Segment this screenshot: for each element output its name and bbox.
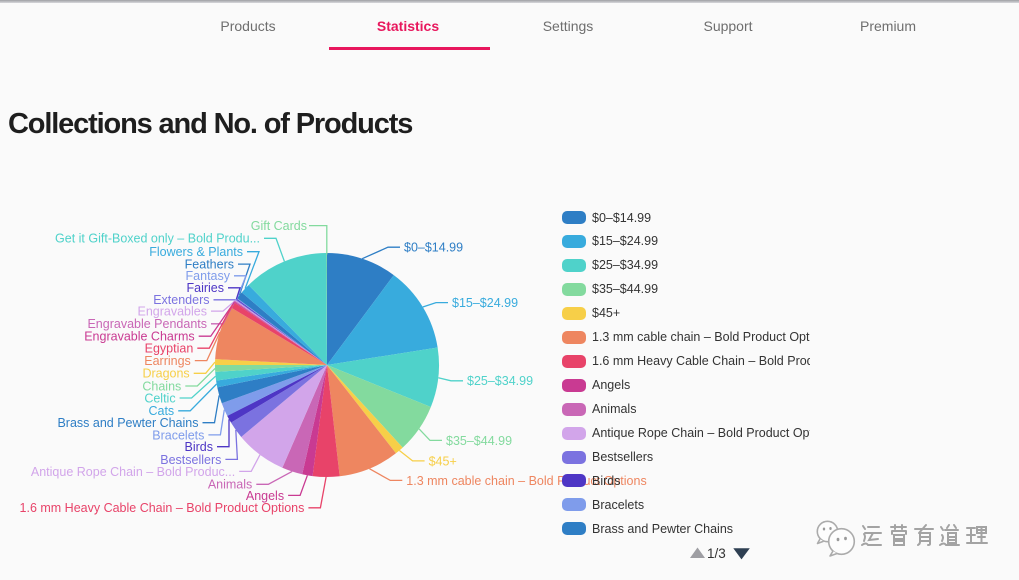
svg-text:$35–$44.99: $35–$44.99 bbox=[446, 434, 512, 448]
svg-text:Feathers: Feathers bbox=[185, 257, 234, 271]
svg-text:Brass and Pewter Chains: Brass and Pewter Chains bbox=[57, 416, 198, 430]
svg-text:Birds: Birds bbox=[185, 440, 213, 454]
svg-text:$15–$24.99: $15–$24.99 bbox=[452, 296, 518, 310]
svg-text:Engravables: Engravables bbox=[138, 304, 208, 318]
svg-text:$45+: $45+ bbox=[429, 454, 457, 468]
svg-text:1.3 mm cable chain – Bold Prod: 1.3 mm cable chain – Bold Product Option… bbox=[406, 474, 646, 488]
svg-text:Bestsellers: Bestsellers bbox=[160, 453, 221, 467]
svg-text:Dragons: Dragons bbox=[142, 367, 189, 381]
svg-text:Flowers & Plants: Flowers & Plants bbox=[149, 245, 243, 259]
svg-text:Get it Gift-Boxed only – Bold: Get it Gift-Boxed only – Bold Produ... bbox=[55, 232, 260, 246]
svg-text:Earrings: Earrings bbox=[144, 354, 191, 368]
svg-text:Extenders: Extenders bbox=[153, 293, 209, 307]
svg-text:Bracelets: Bracelets bbox=[152, 428, 204, 442]
svg-text:Celtic: Celtic bbox=[144, 391, 175, 405]
svg-text:Angels: Angels bbox=[246, 489, 284, 503]
svg-text:Chains: Chains bbox=[142, 379, 181, 393]
svg-text:Engravable Pendants: Engravable Pendants bbox=[87, 317, 207, 331]
svg-text:$25–$34.99: $25–$34.99 bbox=[467, 374, 533, 388]
svg-text:1.6 mm Heavy Cable Chain – Bol: 1.6 mm Heavy Cable Chain – Bold Product … bbox=[20, 501, 305, 515]
svg-text:Egyptian: Egyptian bbox=[145, 342, 194, 356]
svg-text:Fairies: Fairies bbox=[186, 281, 224, 295]
svg-text:Cats: Cats bbox=[148, 404, 174, 418]
svg-text:Gift Cards: Gift Cards bbox=[251, 219, 307, 233]
svg-text:$0–$14.99: $0–$14.99 bbox=[404, 241, 463, 255]
svg-text:Antique Rope Chain – Bold Prod: Antique Rope Chain – Bold Produc... bbox=[31, 465, 235, 479]
svg-text:Fantasy: Fantasy bbox=[186, 269, 231, 283]
svg-text:Animals: Animals bbox=[208, 478, 252, 492]
svg-text:Engravable Charms: Engravable Charms bbox=[84, 330, 194, 344]
